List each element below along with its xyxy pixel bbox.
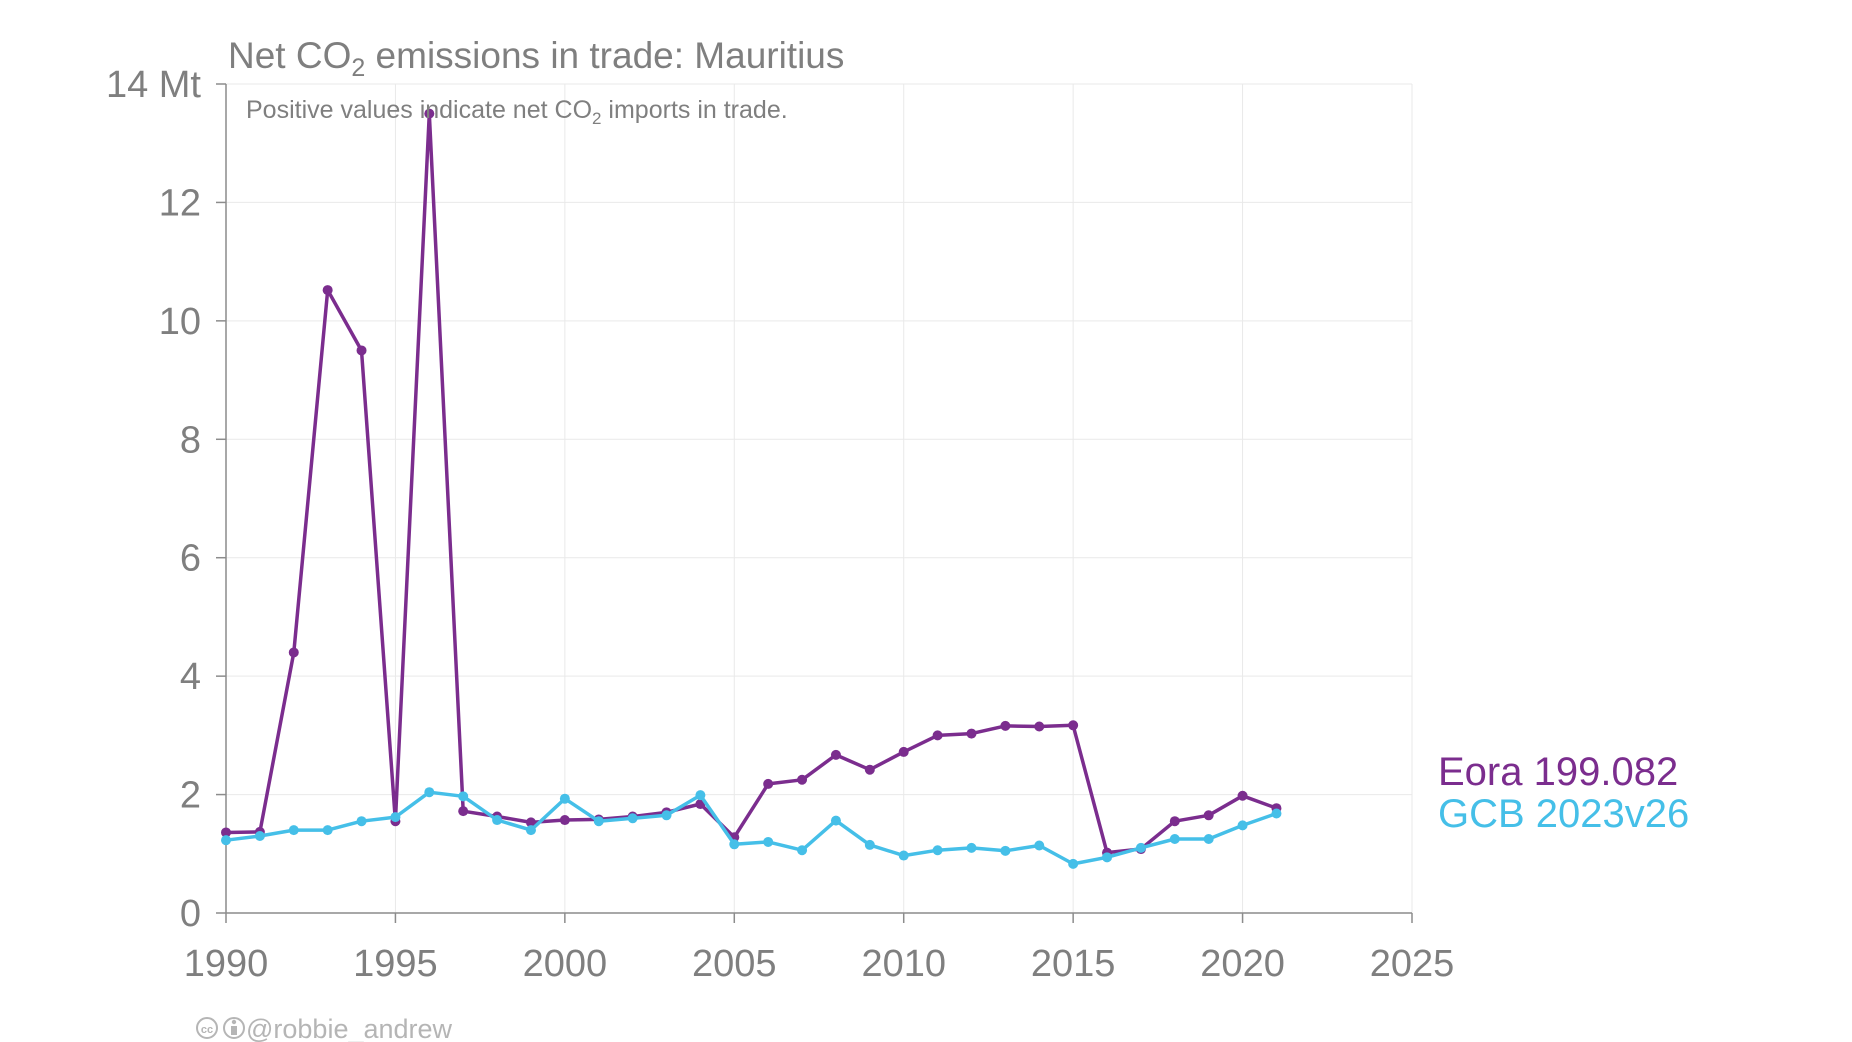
legend-entry-gcb-2023v26: GCB 2023v26 — [1438, 792, 1689, 836]
data-point — [1203, 810, 1214, 821]
data-point — [1237, 820, 1248, 831]
cc-by-icon: cc — [196, 1017, 245, 1039]
data-point — [559, 793, 570, 804]
series-line-gcb-2023v26 — [225, 790, 1278, 866]
series-gcb-2023v26 — [221, 787, 1282, 869]
data-point — [356, 816, 367, 827]
data-point — [1000, 845, 1011, 856]
data-point — [356, 345, 367, 356]
data-point — [627, 813, 638, 824]
credit: cc @robbie_andrew — [196, 1014, 453, 1042]
data-point — [797, 774, 808, 785]
data-point — [830, 815, 841, 826]
x-tick-label: 1995 — [353, 943, 438, 985]
y-tick-label: 14 Mt — [106, 64, 201, 106]
x-tick-label: 1990 — [184, 943, 269, 985]
data-point — [1034, 721, 1045, 732]
data-point — [729, 839, 740, 850]
series-layer — [221, 108, 1282, 869]
data-point — [1068, 858, 1079, 869]
data-point — [221, 835, 231, 846]
data-point — [661, 810, 672, 821]
data-point — [288, 825, 299, 836]
data-point — [830, 749, 841, 760]
data-point — [1237, 790, 1248, 801]
data-point — [525, 817, 536, 828]
data-point — [424, 108, 435, 119]
x-tick-label: 2025 — [1370, 943, 1455, 985]
data-point — [1169, 816, 1180, 827]
data-point — [254, 831, 265, 842]
data-point — [322, 825, 333, 836]
data-point — [1169, 833, 1180, 844]
chart-subtitle: Positive values indicate net CO2 imports… — [246, 96, 788, 128]
data-point — [221, 827, 231, 838]
data-point — [932, 730, 943, 741]
y-tick-label: 2 — [180, 775, 201, 817]
data-point — [1102, 852, 1113, 863]
axes — [216, 83, 1413, 923]
y-tick-label: 10 — [159, 301, 201, 343]
data-point — [1000, 720, 1011, 731]
y-tick-label: 6 — [180, 538, 201, 580]
y-tick-label: 4 — [180, 656, 201, 698]
y-tick-label: 8 — [180, 419, 201, 461]
data-point — [492, 815, 503, 826]
data-point — [288, 647, 299, 658]
series-line-eora-199-082 — [225, 111, 1278, 855]
data-point — [424, 787, 435, 798]
x-tick-label: 2020 — [1200, 943, 1285, 985]
data-point — [1034, 840, 1045, 851]
series-eora-199-082 — [221, 108, 1282, 858]
data-point — [695, 790, 706, 801]
data-point — [1068, 720, 1079, 731]
grid — [225, 83, 1413, 913]
data-point — [864, 839, 875, 850]
y-tick-label: 12 — [159, 182, 201, 224]
data-point — [322, 285, 333, 296]
data-point — [458, 806, 469, 817]
data-point — [559, 815, 570, 826]
data-point — [898, 850, 909, 861]
data-point — [525, 825, 536, 836]
tick-labels: 1990 1995 2000 2005 2010 2015 2020 2025 0 2 4 6 8 10 1… — [106, 64, 1454, 985]
legend-entry-eora-199-082: Eora 199.082 — [1438, 750, 1678, 794]
x-tick-label: 2000 — [523, 943, 608, 985]
svg-text:cc: cc — [201, 1024, 213, 1036]
y-tick-label: 0 — [180, 893, 201, 935]
chart-title: Net CO2 emissions in trade: Mauritius — [228, 35, 844, 82]
data-point — [797, 845, 808, 856]
data-point — [932, 845, 943, 856]
x-tick-label: 2005 — [692, 943, 777, 985]
x-tick-label: 2015 — [1031, 943, 1116, 985]
data-point — [593, 816, 604, 827]
credit-handle: @robbie_andrew — [246, 1014, 453, 1042]
data-point — [458, 791, 469, 802]
data-point — [966, 728, 977, 739]
data-point — [763, 778, 774, 789]
data-point — [763, 836, 774, 847]
x-tick-label: 2010 — [861, 943, 946, 985]
data-point — [898, 746, 909, 757]
data-point — [966, 842, 977, 853]
data-point — [1203, 833, 1214, 844]
data-point — [390, 812, 401, 823]
data-point — [864, 764, 875, 775]
data-point — [1135, 842, 1146, 853]
data-point — [1271, 808, 1282, 819]
